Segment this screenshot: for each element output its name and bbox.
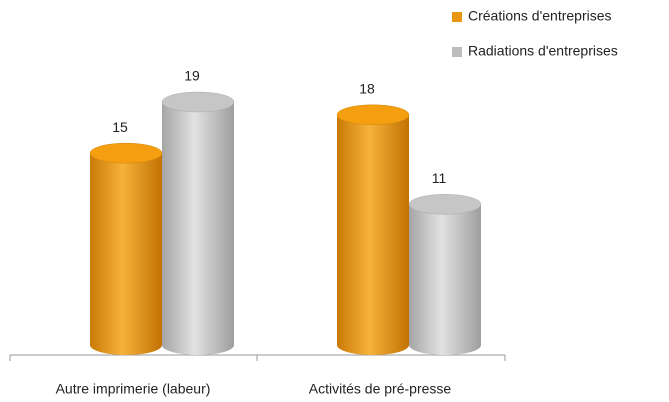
bar-top: [161, 91, 235, 113]
legend-swatch: [452, 47, 462, 57]
data-label: 15: [112, 119, 128, 135]
legend-label: Créations d'entreprises: [468, 8, 612, 24]
data-label: 18: [359, 80, 375, 96]
data-label: 11: [432, 170, 447, 186]
bar-top: [336, 104, 410, 126]
bar: [337, 114, 409, 345]
bar: [90, 153, 162, 345]
data-label: 19: [184, 68, 200, 84]
bar: [162, 102, 234, 345]
bar-top: [89, 142, 163, 164]
legend-label: Radiations d'entreprises: [468, 43, 618, 59]
x-tick-label: Activités de pré-presse: [309, 381, 452, 397]
legend-swatch: [452, 12, 462, 22]
bar: [409, 204, 481, 345]
x-tick-label: Autre imprimerie (labeur): [56, 381, 211, 397]
bar-top: [408, 194, 482, 215]
